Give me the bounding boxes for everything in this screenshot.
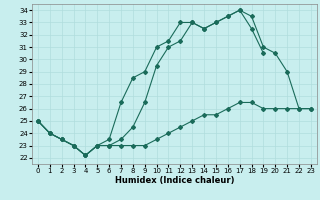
X-axis label: Humidex (Indice chaleur): Humidex (Indice chaleur): [115, 176, 234, 185]
